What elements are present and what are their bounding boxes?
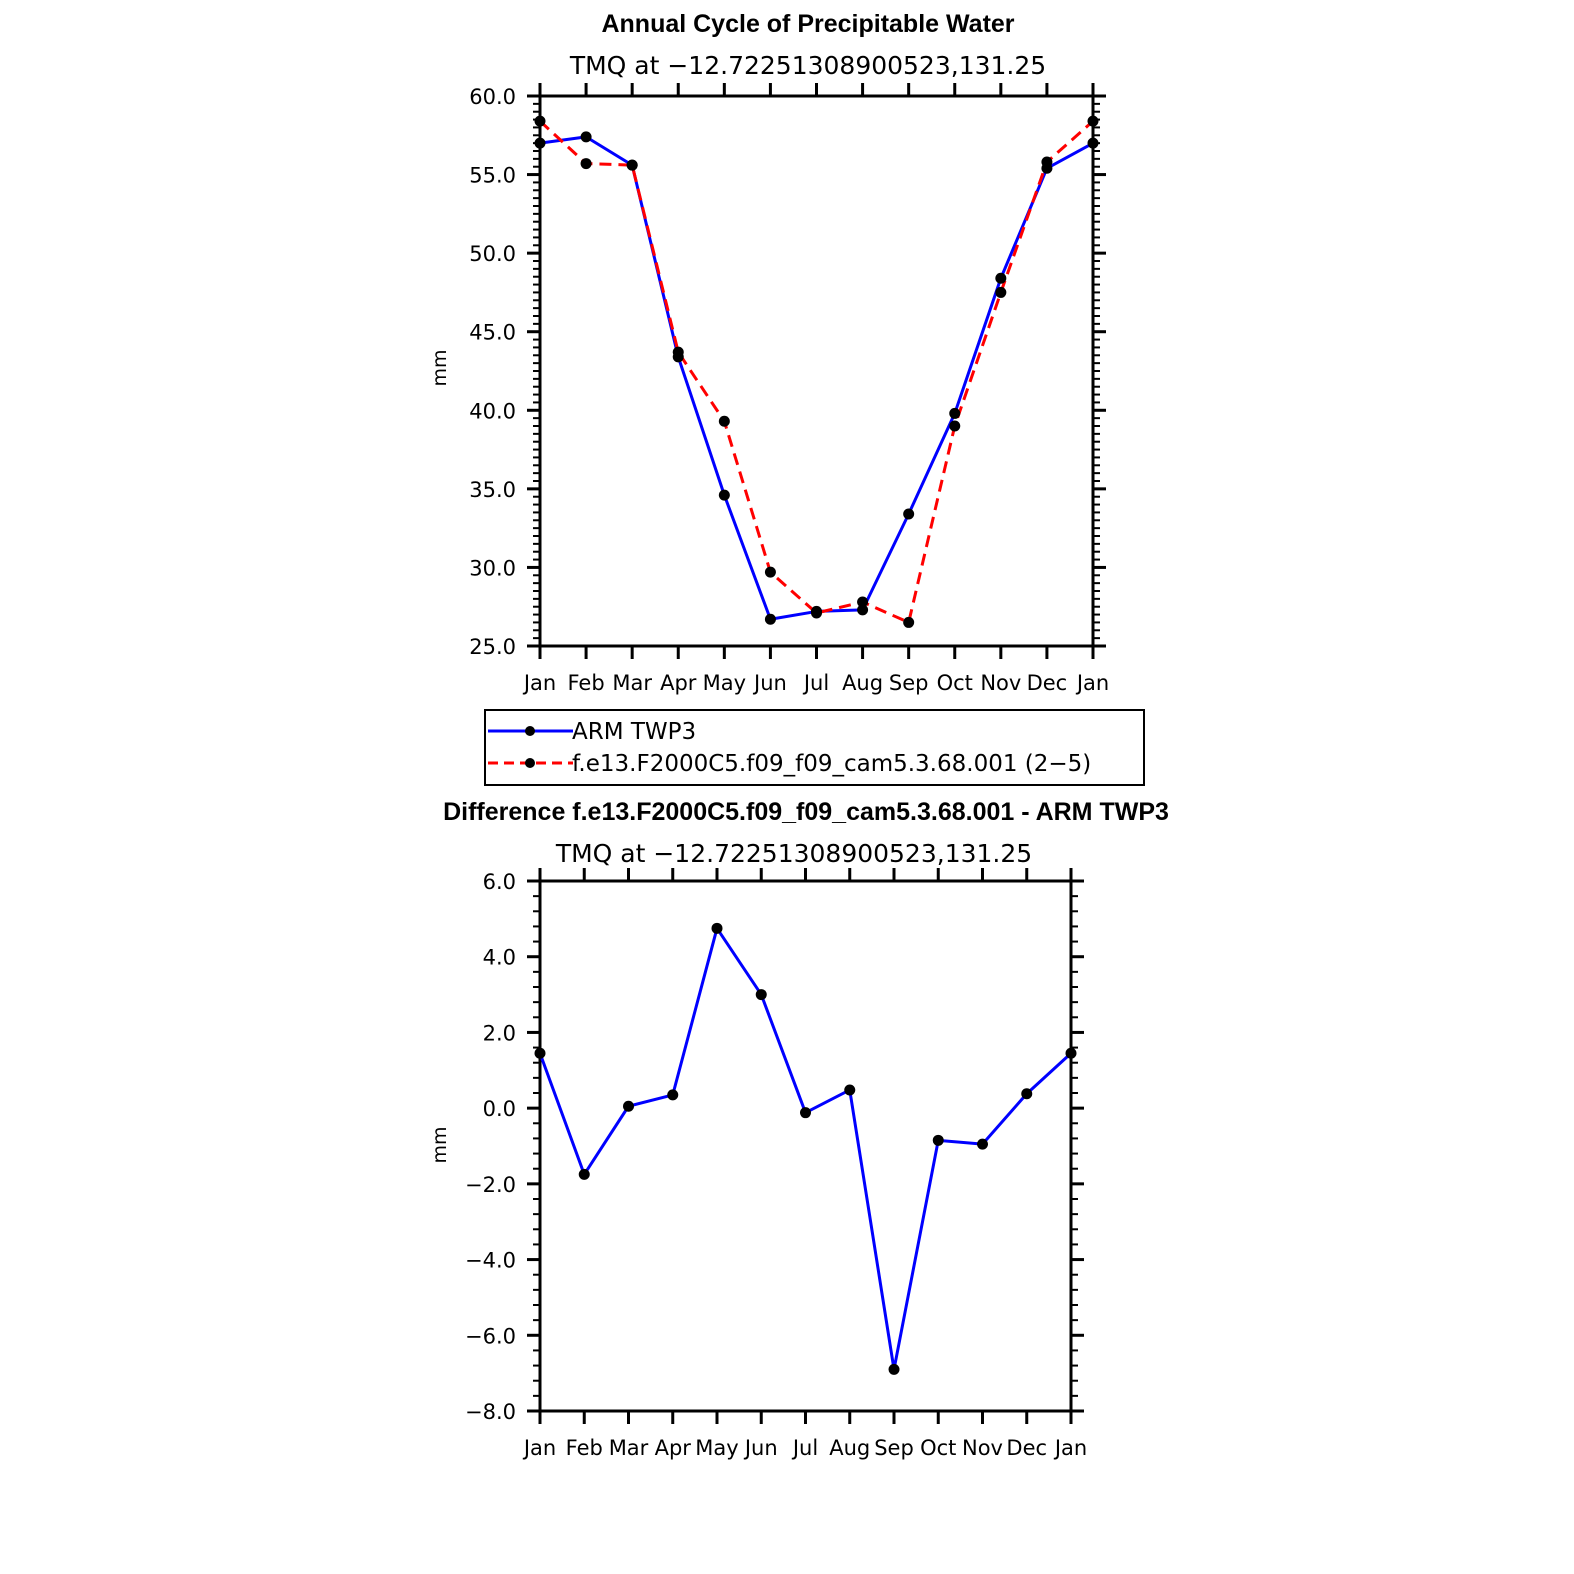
data-point xyxy=(932,1134,944,1146)
y-axis-label: mm xyxy=(429,349,451,386)
data-point xyxy=(580,158,592,170)
x-tick-label: Apr xyxy=(660,671,697,695)
y-tick-label: 35.0 xyxy=(469,478,516,502)
chart-title: Difference f.e13.F2000C5.f09_f09_cam5.3.… xyxy=(443,798,1169,826)
data-point xyxy=(844,1084,856,1096)
data-point xyxy=(903,616,915,628)
data-point xyxy=(534,1047,546,1059)
y-tick-label: −4.0 xyxy=(465,1249,516,1273)
x-tick-label: Aug xyxy=(829,1436,870,1460)
y-tick-label: −8.0 xyxy=(465,1400,516,1424)
y-tick-label: 2.0 xyxy=(483,1021,516,1045)
x-tick-label: Jan xyxy=(522,671,556,695)
x-tick-label: Mar xyxy=(612,671,652,695)
y-tick-label: 60.0 xyxy=(469,85,516,109)
data-point xyxy=(718,489,730,501)
chart-subtitle: TMQ at −12.72251308900523,131.25 xyxy=(569,51,1046,80)
data-point xyxy=(711,922,723,934)
data-point xyxy=(995,272,1007,284)
x-tick-label: May xyxy=(695,1436,738,1460)
data-point xyxy=(764,613,776,625)
legend-marker-model xyxy=(525,758,535,768)
x-tick-label: Jan xyxy=(1053,1436,1087,1460)
y-tick-label: 25.0 xyxy=(469,635,516,659)
data-point xyxy=(1041,156,1053,168)
x-tick-label: Jun xyxy=(752,671,787,695)
data-point xyxy=(857,596,869,608)
data-point xyxy=(764,566,776,578)
x-tick-label: Oct xyxy=(920,1436,956,1460)
legend-label-arm: ARM TWP3 xyxy=(572,719,696,745)
x-tick-label: Aug xyxy=(842,671,883,695)
y-tick-label: 4.0 xyxy=(483,946,516,970)
x-tick-label: Nov xyxy=(962,1436,1003,1460)
data-point xyxy=(903,508,915,520)
x-tick-label: Mar xyxy=(609,1436,649,1460)
data-point xyxy=(534,115,546,127)
legend: ARM TWP3 f.e13.F2000C5.f09_f09_cam5.3.68… xyxy=(484,709,1145,786)
data-point xyxy=(1021,1088,1033,1100)
data-point xyxy=(800,1107,811,1119)
data-point xyxy=(534,137,546,149)
y-tick-label: 0.0 xyxy=(483,1097,516,1121)
x-tick-label: Jan xyxy=(522,1436,556,1460)
plot-frame xyxy=(538,94,1095,648)
x-tick-label: Nov xyxy=(980,671,1021,695)
series-line-0 xyxy=(539,135,1094,621)
data-point xyxy=(580,131,592,143)
data-point xyxy=(977,1138,988,1150)
y-tick-label: 45.0 xyxy=(469,321,516,345)
x-tick-label: Oct xyxy=(937,671,973,695)
x-tick-label: Apr xyxy=(655,1436,692,1460)
y-tick-label: 50.0 xyxy=(469,242,516,266)
data-point xyxy=(888,1363,900,1375)
data-point xyxy=(949,420,961,432)
data-point xyxy=(667,1089,679,1101)
x-tick-label: May xyxy=(703,671,746,695)
data-point xyxy=(949,407,961,419)
data-point xyxy=(626,159,638,171)
y-tick-label: 30.0 xyxy=(469,556,516,580)
x-tick-label: Feb xyxy=(567,671,604,695)
x-tick-label: Sep xyxy=(874,1436,914,1460)
series-line-0 xyxy=(538,926,1073,1371)
data-point xyxy=(811,607,822,619)
y-tick-label: −6.0 xyxy=(465,1324,516,1348)
data-point xyxy=(578,1168,590,1180)
x-tick-label: Feb xyxy=(566,1436,603,1460)
data-point xyxy=(1087,137,1099,149)
data-point xyxy=(623,1100,634,1112)
x-tick-label: Dec xyxy=(1006,1436,1047,1460)
plot-frame xyxy=(538,879,1073,1413)
y-tick-label: 6.0 xyxy=(483,870,516,894)
x-tick-label: Sep xyxy=(889,671,929,695)
y-axis-label: mm xyxy=(429,1126,451,1163)
x-tick-label: Jul xyxy=(802,671,829,695)
data-point xyxy=(857,604,869,616)
legend-box xyxy=(484,709,1145,786)
x-tick-label: Jun xyxy=(743,1436,778,1460)
y-tick-label: −2.0 xyxy=(465,1173,516,1197)
chart-subtitle: TMQ at −12.72251308900523,131.25 xyxy=(555,839,1032,868)
legend-label-model: f.e13.F2000C5.f09_f09_cam5.3.68.001 (2−5… xyxy=(572,751,1091,777)
x-tick-label: Dec xyxy=(1027,671,1068,695)
data-point xyxy=(672,346,684,358)
y-tick-label: 55.0 xyxy=(469,164,516,188)
data-point xyxy=(1087,115,1099,127)
data-point xyxy=(1065,1047,1077,1059)
y-tick-label: 40.0 xyxy=(469,399,516,423)
legend-marker-arm xyxy=(525,726,535,736)
series-line-1 xyxy=(538,120,1094,624)
chart-title: Annual Cycle of Precipitable Water xyxy=(601,10,1014,38)
x-tick-label: Jul xyxy=(791,1436,818,1460)
data-point xyxy=(995,286,1007,298)
annual-cycle-panel: Annual Cycle of Precipitable Water TMQ a… xyxy=(429,10,1109,695)
x-tick-label: Jan xyxy=(1075,671,1109,695)
data-point xyxy=(718,415,730,427)
data-point xyxy=(755,989,767,1001)
difference-panel: Difference f.e13.F2000C5.f09_f09_cam5.3.… xyxy=(429,798,1169,1460)
